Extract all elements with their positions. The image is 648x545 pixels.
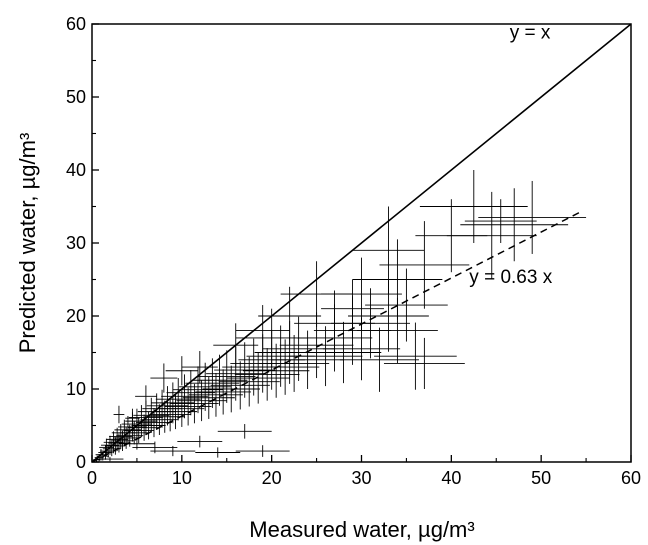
data-point [218,356,280,407]
data-point [288,326,363,387]
data-point [109,424,133,449]
data-point [242,343,310,398]
data-point [113,405,125,424]
data-point [478,180,587,254]
data-point [217,424,272,439]
identity-line [91,23,632,463]
y-axis-title: Predicted water, µg/m³ [15,133,40,354]
fit-lines: y = x y = 0.63 x [91,23,632,463]
data-point [262,316,335,381]
data-point [135,385,157,408]
data-point [202,365,260,413]
data-point [125,408,140,428]
fit-line-dashed [91,210,582,463]
data-point [210,361,270,410]
x-tick-label: 50 [531,468,551,488]
data-point [150,445,196,457]
data-point [379,221,470,309]
data-point [96,456,124,462]
data-point [182,376,235,419]
data-point [198,350,256,403]
data-point [189,372,243,417]
data-point [181,351,218,384]
data-point [151,382,195,424]
data-point [305,321,382,384]
data-point [164,387,212,426]
data-point [258,286,322,346]
data-point [195,369,252,415]
data-point [150,363,178,393]
x-tick-label: 20 [262,468,282,488]
data-point [103,431,124,454]
axis-ticks: 0 10 20 30 40 50 60 0 10 20 30 40 50 60 [66,14,641,488]
line-label: y = x [510,23,551,44]
data-point [383,337,465,389]
data-point [259,334,330,392]
data-point [235,445,290,457]
data-point [321,257,402,331]
data-point [214,342,276,398]
data-point [161,374,208,419]
data-point [419,170,528,243]
data-point [235,305,290,357]
y-tick-label: 10 [66,379,86,399]
data-point [105,437,126,455]
line-label: y = 0.63 x [469,267,552,288]
x-tick-label: 40 [441,468,461,488]
data-point [464,199,537,243]
data-point [133,397,170,433]
data-point [251,339,320,395]
y-tick-label: 50 [66,87,86,107]
data-point [136,407,172,438]
data-point [374,322,457,390]
data-point [100,435,119,455]
data-point [110,430,135,452]
data-point [170,383,219,424]
data-layer [92,170,587,462]
data-point [165,356,199,386]
x-tick-label: 0 [87,468,97,488]
data-point [352,239,443,320]
data-point [121,408,153,440]
data-point [460,188,569,262]
data-point [234,348,300,401]
x-tick-label: 10 [172,468,192,488]
data-point [352,206,425,295]
data-point [365,268,448,342]
data-point [155,378,201,421]
y-tick-label: 30 [66,233,86,253]
data-point [271,330,344,389]
x-tick-label: 60 [621,468,641,488]
data-point [191,354,248,406]
y-tick-label: 20 [66,306,86,326]
data-point [166,370,216,416]
data-point [177,435,223,448]
data-point [195,447,241,458]
data-point [446,191,537,280]
data-point [235,308,308,368]
y-tick-label: 60 [66,14,86,34]
y-tick-label: 40 [66,160,86,180]
x-axis-title: Measured water, µg/m³ [249,517,474,542]
data-point [226,352,290,404]
data-point [339,327,419,392]
x-tick-label: 30 [351,468,371,488]
y-tick-label: 0 [76,452,86,472]
data-point [140,404,179,435]
